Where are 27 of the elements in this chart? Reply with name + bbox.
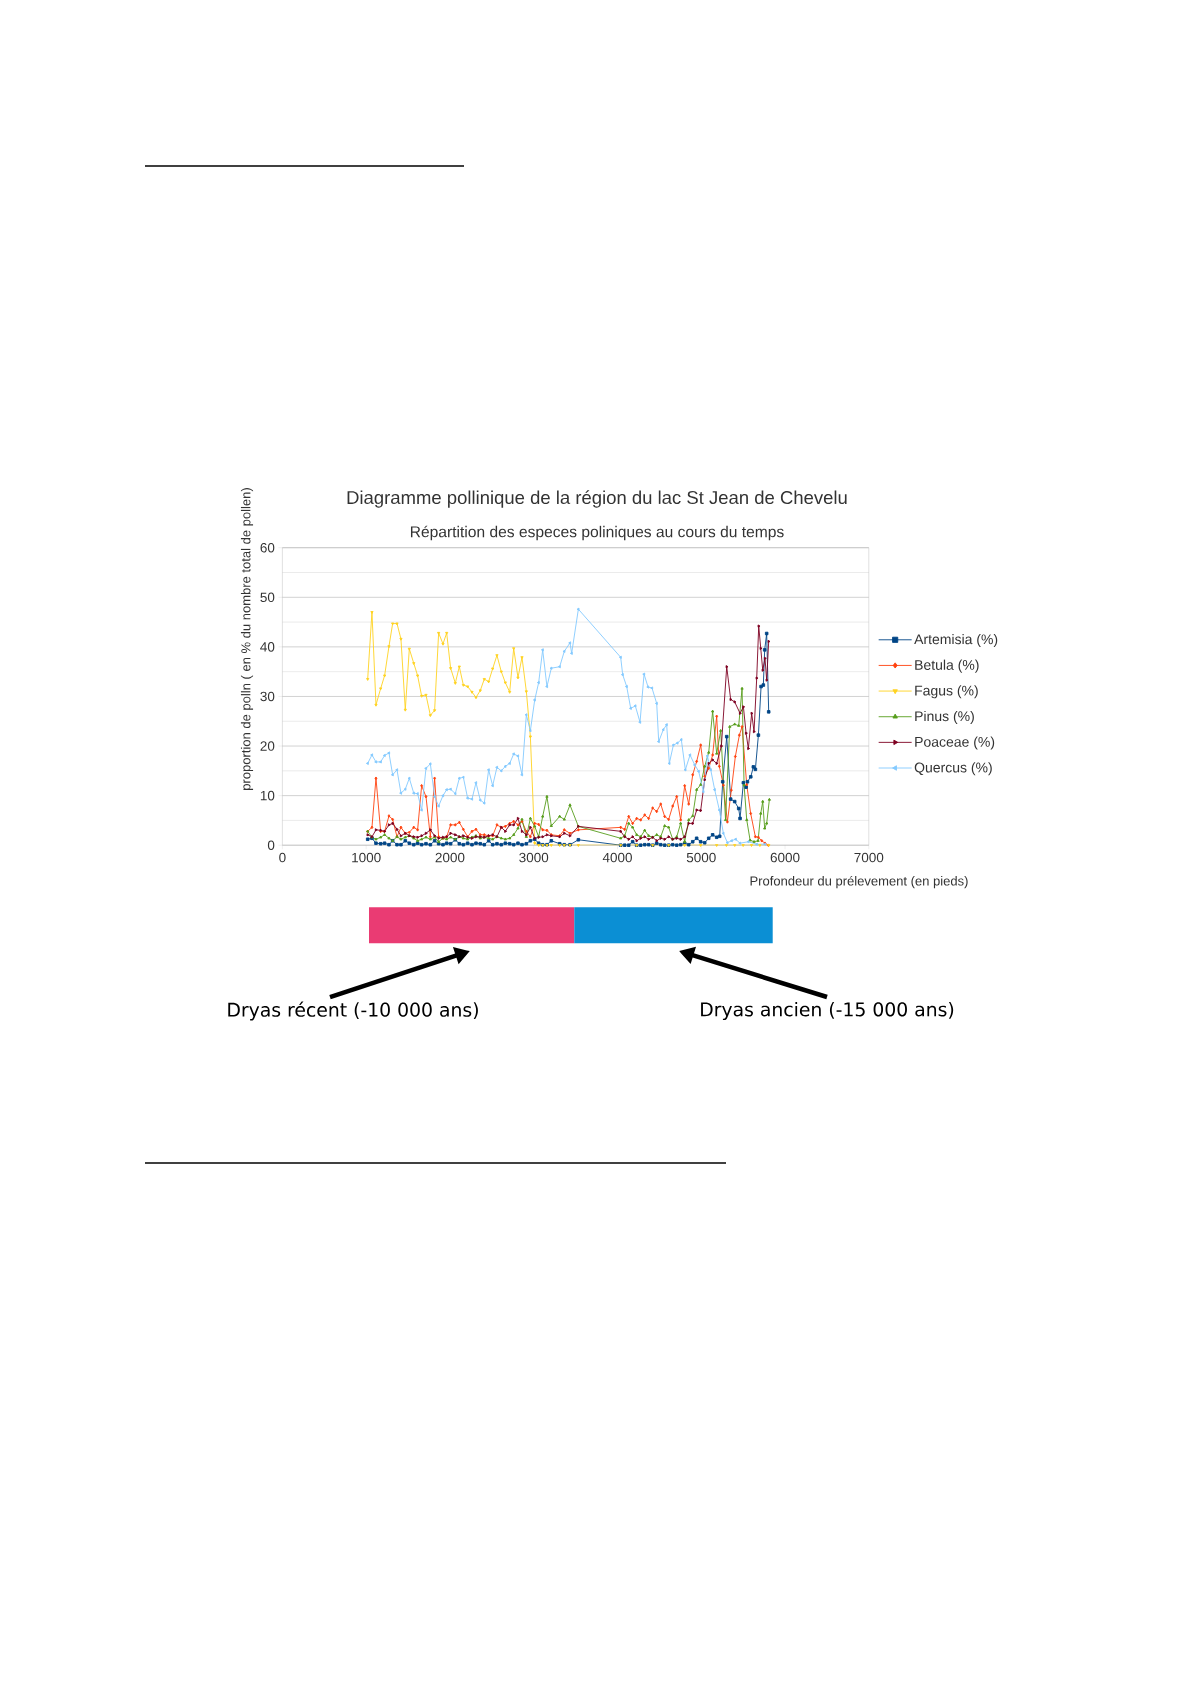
chart-title: Diagramme pollinique de la région du lac St Jean de Chevelu: [347, 490, 847, 508]
y-tick-label: 20: [260, 741, 275, 751]
y-tick-label: 60: [260, 542, 275, 553]
text: Dryas ancien (-15 000 ans): [701, 1001, 954, 1021]
y-tick-label: 40: [260, 642, 275, 652]
legend-label: Artemisia (%): [914, 633, 998, 648]
y-tick-label: 10: [260, 790, 275, 801]
x-tick-label: 7000: [854, 852, 884, 863]
x-tick-label: 1000: [352, 852, 381, 863]
text: Dryas récent (-10 000 ans): [228, 1001, 478, 1021]
x-tick-label: 0: [279, 852, 286, 863]
x-tick-label: 2000: [435, 852, 465, 863]
x-tick-label: 4000: [602, 852, 632, 863]
y-tick-label: 30: [260, 691, 275, 702]
legend-label: Quercus (%): [914, 762, 992, 776]
legend-label: Fagus (%): [915, 685, 978, 699]
legend-label: Betula (%): [915, 659, 979, 673]
x-tick-label: 6000: [770, 852, 800, 863]
legend-label: Pinus (%): [915, 710, 974, 724]
x-tick-label: 5000: [686, 852, 716, 863]
chart-subtitle: Répartition des especes poliniques au cours du temps: [410, 525, 784, 541]
legend-label: Poaceae (%): [915, 736, 995, 750]
y-tick-label: 50: [260, 592, 275, 603]
x-tick-label: 3000: [519, 852, 549, 863]
y-axis-title: proportion de polln ( en % du nombre total de pollen): [240, 488, 254, 790]
y-tick-label: 0: [267, 840, 275, 850]
x-axis-title: Profondeur du prélevement (en pieds): [750, 875, 968, 889]
